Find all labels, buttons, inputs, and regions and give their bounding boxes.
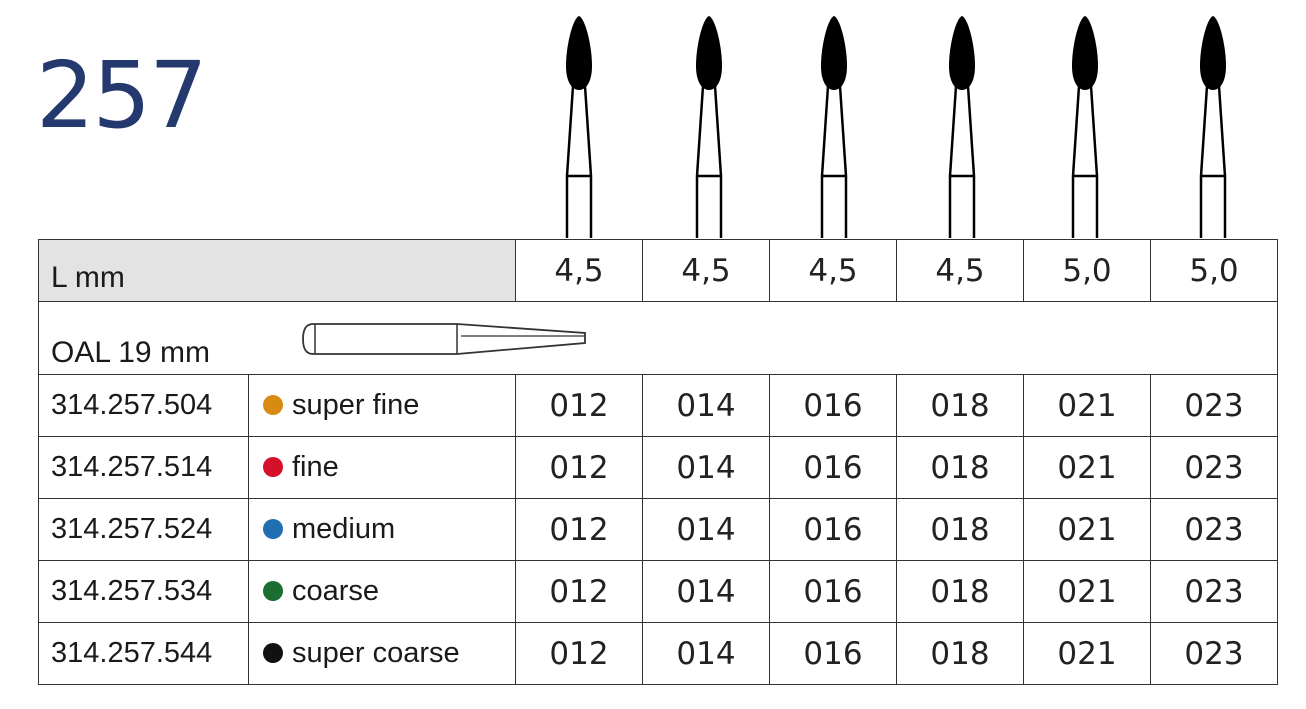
size-code: 014 <box>642 622 770 685</box>
flame-bur-icon <box>1071 16 1099 238</box>
size-code: 014 <box>642 498 770 561</box>
product-number: 257 <box>36 42 208 149</box>
size-code: 021 <box>1023 622 1151 685</box>
product-row: 314.257.544 super coarse 012 014 016 018 021 02… <box>38 622 1278 685</box>
size-code: 018 <box>896 560 1024 623</box>
flame-bur-icon <box>695 16 723 238</box>
reference-number: 314.257.534 <box>38 560 249 623</box>
flame-bur-icon <box>948 16 976 238</box>
size-code: 021 <box>1023 560 1151 623</box>
grit-cell: medium <box>248 498 516 561</box>
reference-number: 314.257.524 <box>38 498 249 561</box>
size-code: 014 <box>642 560 770 623</box>
size-code: 018 <box>896 498 1024 561</box>
product-row: 314.257.514 fine 012 014 016 018 021 023 <box>38 436 1278 499</box>
grit-color-dot-icon <box>263 643 283 663</box>
size-code: 012 <box>515 498 643 561</box>
size-code: 023 <box>1150 374 1278 437</box>
size-code: 014 <box>642 374 770 437</box>
fg-shank-icon <box>302 323 586 355</box>
product-row: 314.257.524 medium 012 014 016 018 021 023 <box>38 498 1278 561</box>
grit-label: medium <box>292 513 396 545</box>
size-code: 016 <box>769 498 897 561</box>
length-value: 4,5 <box>896 239 1024 302</box>
oal-row: OAL 19 mm <box>38 301 1278 375</box>
grit-color-dot-icon <box>263 581 283 601</box>
oal-cell: OAL 19 mm <box>38 301 1278 375</box>
size-code: 018 <box>896 374 1024 437</box>
reference-number: 314.257.544 <box>38 622 249 685</box>
length-value: 4,5 <box>642 239 770 302</box>
size-code: 021 <box>1023 498 1151 561</box>
size-code: 021 <box>1023 436 1151 499</box>
grit-label: fine <box>292 451 339 483</box>
size-code: 021 <box>1023 374 1151 437</box>
grit-color-dot-icon <box>263 395 283 415</box>
size-code: 012 <box>515 560 643 623</box>
grit-label: coarse <box>292 575 380 607</box>
size-code: 018 <box>896 436 1024 499</box>
reference-number: 314.257.514 <box>38 436 249 499</box>
grit-cell: super fine <box>248 374 516 437</box>
spec-table: L mm 4,5 4,5 4,5 4,5 5,0 5,0 OAL 19 mm 3… <box>38 239 1278 685</box>
length-value: 4,5 <box>515 239 643 302</box>
length-value: 5,0 <box>1150 239 1278 302</box>
length-value: 4,5 <box>769 239 897 302</box>
size-code: 016 <box>769 436 897 499</box>
size-code: 023 <box>1150 622 1278 685</box>
size-code: 018 <box>896 622 1024 685</box>
size-code: 012 <box>515 436 643 499</box>
flame-bur-icon <box>1199 16 1227 238</box>
grit-cell: super coarse <box>248 622 516 685</box>
grit-color-dot-icon <box>263 457 283 477</box>
flame-bur-icon <box>565 16 593 238</box>
grit-label: super fine <box>292 389 420 421</box>
product-row: 314.257.504 super fine 012 014 016 018 021 023 <box>38 374 1278 437</box>
size-code: 023 <box>1150 560 1278 623</box>
oal-label: OAL 19 mm <box>51 336 210 369</box>
size-code: 016 <box>769 374 897 437</box>
length-row: L mm 4,5 4,5 4,5 4,5 5,0 5,0 <box>38 239 1278 302</box>
length-label: L mm <box>38 239 516 302</box>
grit-label: super coarse <box>292 637 460 669</box>
grit-cell: fine <box>248 436 516 499</box>
size-code: 016 <box>769 560 897 623</box>
length-value: 5,0 <box>1023 239 1151 302</box>
flame-bur-icon <box>820 16 848 238</box>
bur-illustrations <box>565 16 1227 238</box>
size-code: 012 <box>515 374 643 437</box>
size-code: 012 <box>515 622 643 685</box>
size-code: 014 <box>642 436 770 499</box>
grit-color-dot-icon <box>263 519 283 539</box>
size-code: 023 <box>1150 498 1278 561</box>
product-row: 314.257.534 coarse 012 014 016 018 021 023 <box>38 560 1278 623</box>
grit-cell: coarse <box>248 560 516 623</box>
size-code: 023 <box>1150 436 1278 499</box>
size-code: 016 <box>769 622 897 685</box>
reference-number: 314.257.504 <box>38 374 249 437</box>
